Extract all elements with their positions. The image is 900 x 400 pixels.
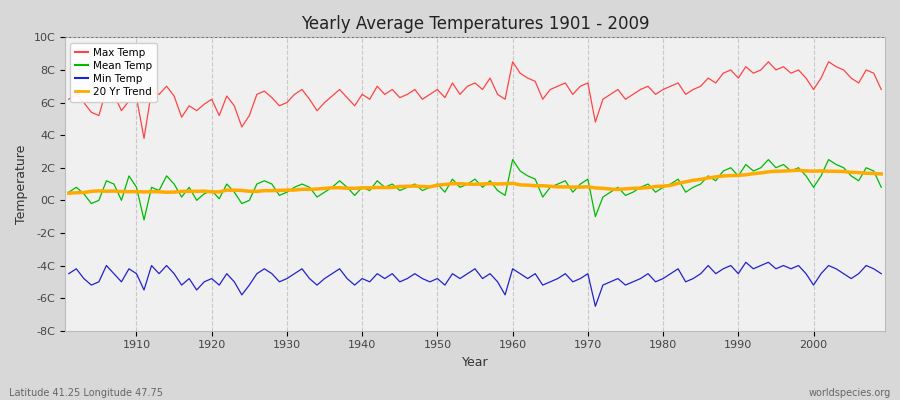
Y-axis label: Temperature: Temperature xyxy=(15,144,28,224)
Legend: Max Temp, Mean Temp, Min Temp, 20 Yr Trend: Max Temp, Mean Temp, Min Temp, 20 Yr Tre… xyxy=(70,42,158,102)
Text: worldspecies.org: worldspecies.org xyxy=(809,388,891,398)
Title: Yearly Average Temperatures 1901 - 2009: Yearly Average Temperatures 1901 - 2009 xyxy=(301,15,649,33)
Text: Latitude 41.25 Longitude 47.75: Latitude 41.25 Longitude 47.75 xyxy=(9,388,163,398)
X-axis label: Year: Year xyxy=(462,356,489,369)
